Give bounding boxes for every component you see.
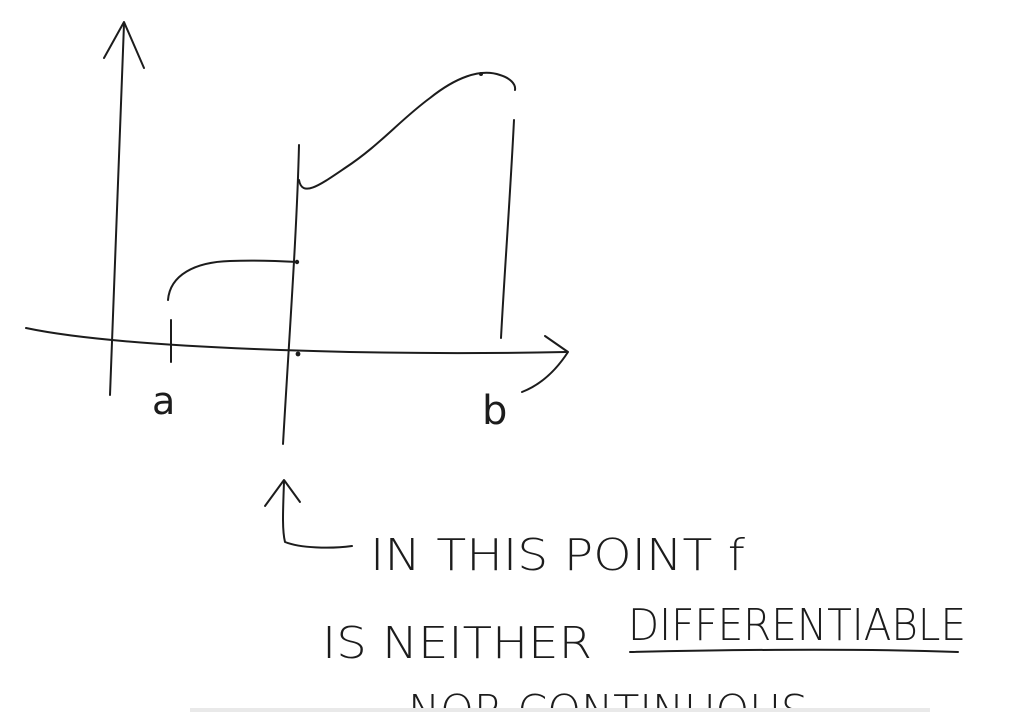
function-right-piece bbox=[298, 71, 517, 190]
emphasis-underline bbox=[629, 648, 959, 653]
curve-peak-dot bbox=[479, 72, 483, 76]
annotation-line-1: IN THIS POINT f bbox=[370, 530, 746, 581]
discontinuity-x-dot bbox=[295, 351, 301, 357]
y-axis bbox=[103, 21, 145, 396]
jump-endpoint-dot bbox=[294, 259, 300, 265]
annotation-arrow bbox=[264, 479, 353, 549]
annotation-line-3: NOR CONTINUOUS bbox=[408, 686, 808, 712]
annotation-line-2-prefix: IS NEITHER bbox=[322, 618, 592, 669]
tick-label-a: a bbox=[152, 379, 175, 423]
annotation-line-2-emphasis: DIFFERENTIABLE bbox=[628, 600, 966, 651]
x-axis bbox=[25, 327, 569, 393]
scroll-edge bbox=[190, 708, 930, 712]
tick-label-b: b bbox=[482, 388, 507, 434]
b-boundary-line bbox=[500, 119, 515, 339]
discontinuity-line bbox=[282, 144, 300, 445]
function-left-piece bbox=[167, 259, 299, 301]
